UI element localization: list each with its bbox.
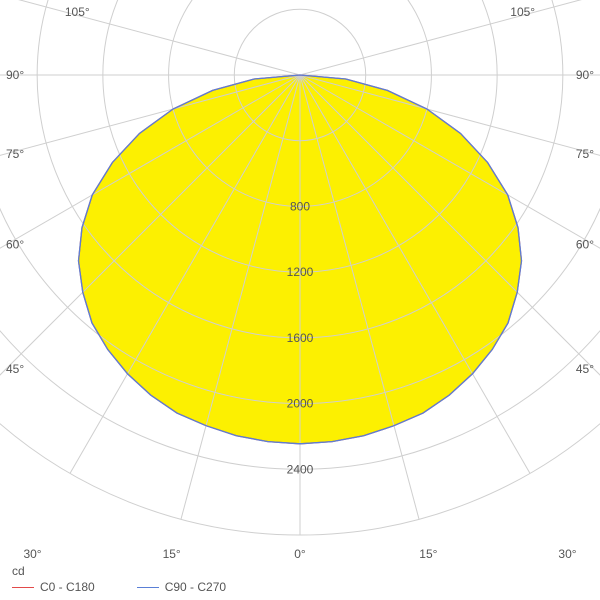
angle-label: 105° (510, 5, 535, 19)
angle-label: 45° (6, 362, 24, 376)
legend-unit: cd (12, 564, 226, 578)
angle-label: 60° (6, 238, 24, 252)
ring-label: 2400 (287, 462, 314, 476)
ring-label: 2000 (287, 397, 314, 411)
ring-label: 1600 (287, 331, 314, 345)
angle-label: 45° (576, 362, 594, 376)
angle-label: 30° (558, 547, 576, 561)
angle-label: 75° (6, 147, 24, 161)
legend-swatch-1 (137, 587, 159, 588)
ring-label: 1200 (287, 265, 314, 279)
legend: cd C0 - C180 C90 - C270 (12, 564, 226, 594)
angle-label: 0° (294, 547, 306, 561)
legend-swatch-0 (12, 587, 34, 588)
legend-label-0: C0 - C180 (40, 580, 95, 594)
angle-label: 90° (6, 68, 24, 82)
polar-svg: 800 1200 1600 2000 2400 105° 90° 75° 60° 45° 30° 15… (0, 0, 600, 600)
ring-label: 800 (290, 199, 310, 213)
angle-label: 75° (576, 147, 594, 161)
angle-label: 90° (576, 68, 594, 82)
angle-label: 105° (65, 5, 90, 19)
legend-label-1: C90 - C270 (165, 580, 226, 594)
angle-label: 60° (576, 238, 594, 252)
polar-chart: 800 1200 1600 2000 2400 105° 90° 75° 60° 45° 30° 15… (0, 0, 600, 600)
legend-row: C0 - C180 C90 - C270 (12, 580, 226, 594)
angle-label: 15° (419, 547, 437, 561)
angle-label: 15° (163, 547, 181, 561)
angle-label: 30° (23, 547, 41, 561)
